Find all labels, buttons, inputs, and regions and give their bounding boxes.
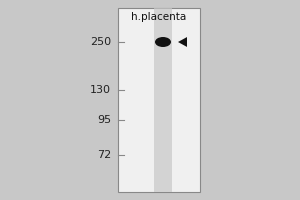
Text: h.placenta: h.placenta — [131, 12, 187, 22]
Bar — [154, 8, 172, 192]
Polygon shape — [178, 37, 187, 47]
Bar — [118, 8, 200, 192]
Text: 250: 250 — [90, 37, 111, 47]
Text: 130: 130 — [90, 85, 111, 95]
Text: 95: 95 — [97, 115, 111, 125]
Ellipse shape — [155, 37, 171, 47]
Text: 72: 72 — [97, 150, 111, 160]
